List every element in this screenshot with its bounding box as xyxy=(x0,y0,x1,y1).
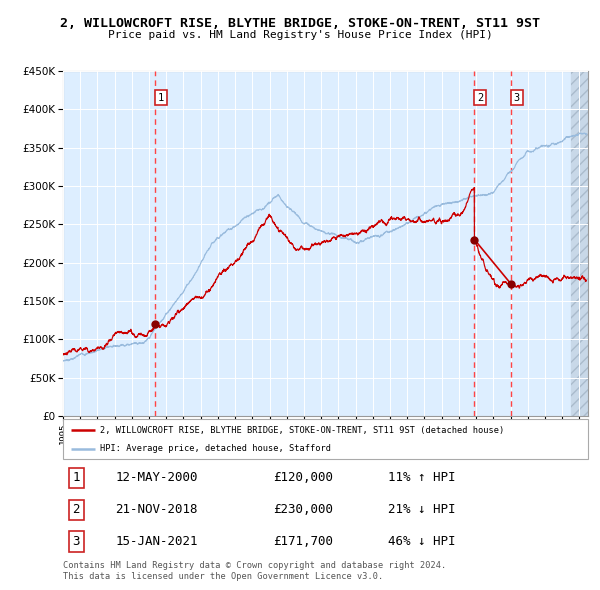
Text: Contains HM Land Registry data © Crown copyright and database right 2024.: Contains HM Land Registry data © Crown c… xyxy=(63,560,446,569)
Text: 12-MAY-2000: 12-MAY-2000 xyxy=(115,471,198,484)
Text: 15-JAN-2021: 15-JAN-2021 xyxy=(115,535,198,548)
Text: £120,000: £120,000 xyxy=(273,471,333,484)
Text: 1: 1 xyxy=(158,93,164,103)
Text: £171,700: £171,700 xyxy=(273,535,333,548)
Text: 2, WILLOWCROFT RISE, BLYTHE BRIDGE, STOKE-ON-TRENT, ST11 9ST (detached house): 2, WILLOWCROFT RISE, BLYTHE BRIDGE, STOK… xyxy=(100,425,504,435)
Text: This data is licensed under the Open Government Licence v3.0.: This data is licensed under the Open Gov… xyxy=(63,572,383,581)
Text: 2, WILLOWCROFT RISE, BLYTHE BRIDGE, STOKE-ON-TRENT, ST11 9ST: 2, WILLOWCROFT RISE, BLYTHE BRIDGE, STOK… xyxy=(60,17,540,30)
Text: 3: 3 xyxy=(514,93,520,103)
Bar xyxy=(571,71,588,416)
Bar xyxy=(571,71,588,416)
Text: HPI: Average price, detached house, Stafford: HPI: Average price, detached house, Staf… xyxy=(100,444,331,454)
Text: 3: 3 xyxy=(73,535,80,548)
FancyBboxPatch shape xyxy=(63,419,588,459)
Text: 21% ↓ HPI: 21% ↓ HPI xyxy=(389,503,456,516)
Text: 1: 1 xyxy=(73,471,80,484)
Text: 21-NOV-2018: 21-NOV-2018 xyxy=(115,503,198,516)
Text: 2: 2 xyxy=(73,503,80,516)
Text: 11% ↑ HPI: 11% ↑ HPI xyxy=(389,471,456,484)
Text: 2: 2 xyxy=(477,93,483,103)
Text: 46% ↓ HPI: 46% ↓ HPI xyxy=(389,535,456,548)
Text: Price paid vs. HM Land Registry's House Price Index (HPI): Price paid vs. HM Land Registry's House … xyxy=(107,30,493,40)
Text: £230,000: £230,000 xyxy=(273,503,333,516)
